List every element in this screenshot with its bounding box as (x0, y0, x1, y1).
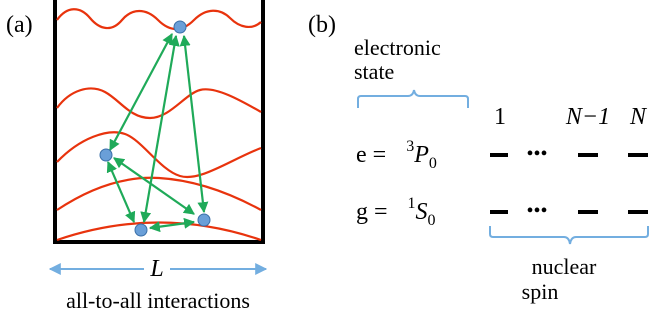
ground-state-sup: 1 (408, 195, 416, 212)
length-label: L (149, 256, 163, 282)
motional-modes (56, 8, 262, 242)
ground-state-row: g = 1S0 ••• (356, 195, 648, 229)
electronic-state-brace (357, 89, 469, 108)
mode-1 (56, 176, 262, 211)
nuclear-spin-label-1: nuclear (532, 254, 597, 279)
panel-a-label: (a) (6, 12, 33, 38)
excited-state-term: P (413, 142, 429, 168)
excited-state-row: e = 3P0 ••• (356, 138, 648, 172)
interaction-arrows (106, 33, 209, 233)
arrow-a2-a4 (113, 157, 195, 215)
electronic-state-label-2: state (354, 59, 394, 84)
mode-3 (56, 87, 262, 120)
site-label-n: N (629, 104, 648, 130)
arrow-a1-a2 (109, 33, 173, 151)
ground-ellipsis: ••• (526, 200, 547, 222)
ground-state-label: g = 1S0 (356, 195, 436, 229)
ground-state-term: S (416, 199, 428, 225)
ground-state-prefix: g = (356, 199, 394, 225)
atoms (99, 20, 211, 237)
electronic-state-label-1: electronic (354, 35, 441, 60)
panel-b: (b) electronic state 1 N−1 N e = 3P0 •••… (308, 12, 649, 304)
panel-a: (a) (6, 0, 268, 313)
ground-state-sub: 0 (428, 212, 436, 229)
atom-1 (173, 20, 187, 34)
atom-3 (134, 223, 148, 237)
panel-a-caption: all-to-all interactions (66, 288, 250, 313)
excited-state-sup: 3 (406, 138, 414, 155)
excited-state-sub: 0 (429, 155, 437, 172)
nuclear-spin-brace (489, 226, 649, 245)
arrow-a3-a4 (148, 217, 196, 233)
site-label-1: 1 (494, 104, 506, 130)
length-indicator: L (48, 256, 268, 282)
excited-ellipsis: ••• (526, 143, 547, 165)
potential-well (53, 0, 265, 244)
arrow-a1-a3 (140, 34, 180, 224)
excited-state-label: e = 3P0 (356, 138, 437, 172)
arrow-a2-a3 (106, 160, 136, 224)
panel-b-label: (b) (308, 12, 336, 38)
mode-4 (56, 8, 262, 31)
atom-4 (197, 213, 211, 227)
atom-2 (99, 148, 113, 162)
site-label-n-minus-1: N−1 (565, 104, 610, 130)
mode-0 (56, 221, 262, 242)
nuclear-spin-label-2: spin (522, 279, 559, 304)
arrow-a1-a4 (179, 34, 209, 214)
excited-state-prefix: e = (356, 142, 392, 168)
